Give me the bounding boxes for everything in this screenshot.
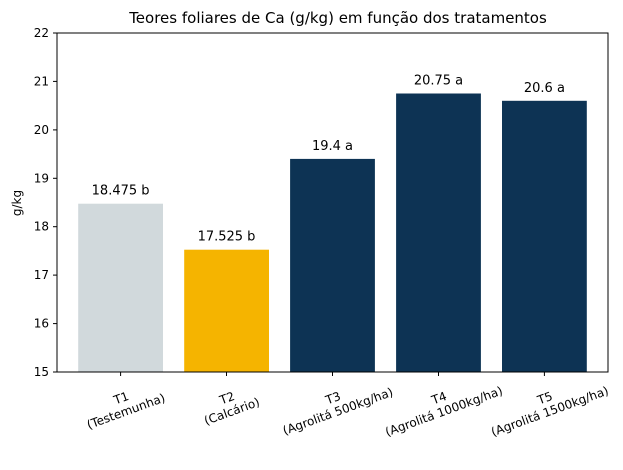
data-label-5: 20.6 a — [524, 81, 565, 96]
data-label-4: 20.75 a — [414, 74, 463, 89]
x-tick-label-2: T2(Calcário) — [197, 382, 261, 428]
y-tick-label-15: 15 — [34, 365, 49, 379]
y-tick-label-20: 20 — [34, 123, 49, 137]
x-tick-label-1: T1(Testemunha) — [80, 378, 167, 432]
y-axis-label: g/kg — [10, 190, 24, 216]
bar-2 — [184, 249, 269, 372]
bar-3 — [290, 158, 375, 372]
data-label-3: 19.4 a — [312, 139, 353, 154]
bars-layer — [78, 93, 587, 373]
y-tick-label-21: 21 — [34, 74, 49, 88]
data-label-2: 17.525 b — [198, 230, 256, 245]
data-labels-layer: 18.475 b 17.525 b 19.4 a 20.75 a 20.6 a — [92, 74, 565, 245]
x-tick-label-5: T5(Agrolitá 1500kg/ha) — [484, 370, 610, 439]
x-axis: T1(Testemunha) T2(Calcário) T3(Agrolitá 50… — [80, 370, 610, 439]
y-tick-label-17: 17 — [34, 268, 49, 282]
y-tick-label-18: 18 — [34, 220, 49, 234]
data-label-1: 18.475 b — [92, 184, 150, 199]
y-tick-label-16: 16 — [34, 317, 49, 331]
bar-1 — [78, 203, 163, 372]
chart-title: Teores foliares de Ca (g/kg) em função d… — [128, 9, 547, 27]
x-tick-label-4: T4(Agrolitá 1000kg/ha) — [379, 370, 505, 439]
x-tick-label-3: T3(Agrolitá 500kg/ha) — [276, 372, 395, 438]
y-tick-label-19: 19 — [34, 171, 49, 185]
bar-4 — [396, 93, 481, 372]
y-axis: 15 16 17 18 19 20 21 22 — [34, 26, 57, 379]
y-tick-label-22: 22 — [34, 26, 49, 40]
bar-5 — [502, 100, 587, 373]
